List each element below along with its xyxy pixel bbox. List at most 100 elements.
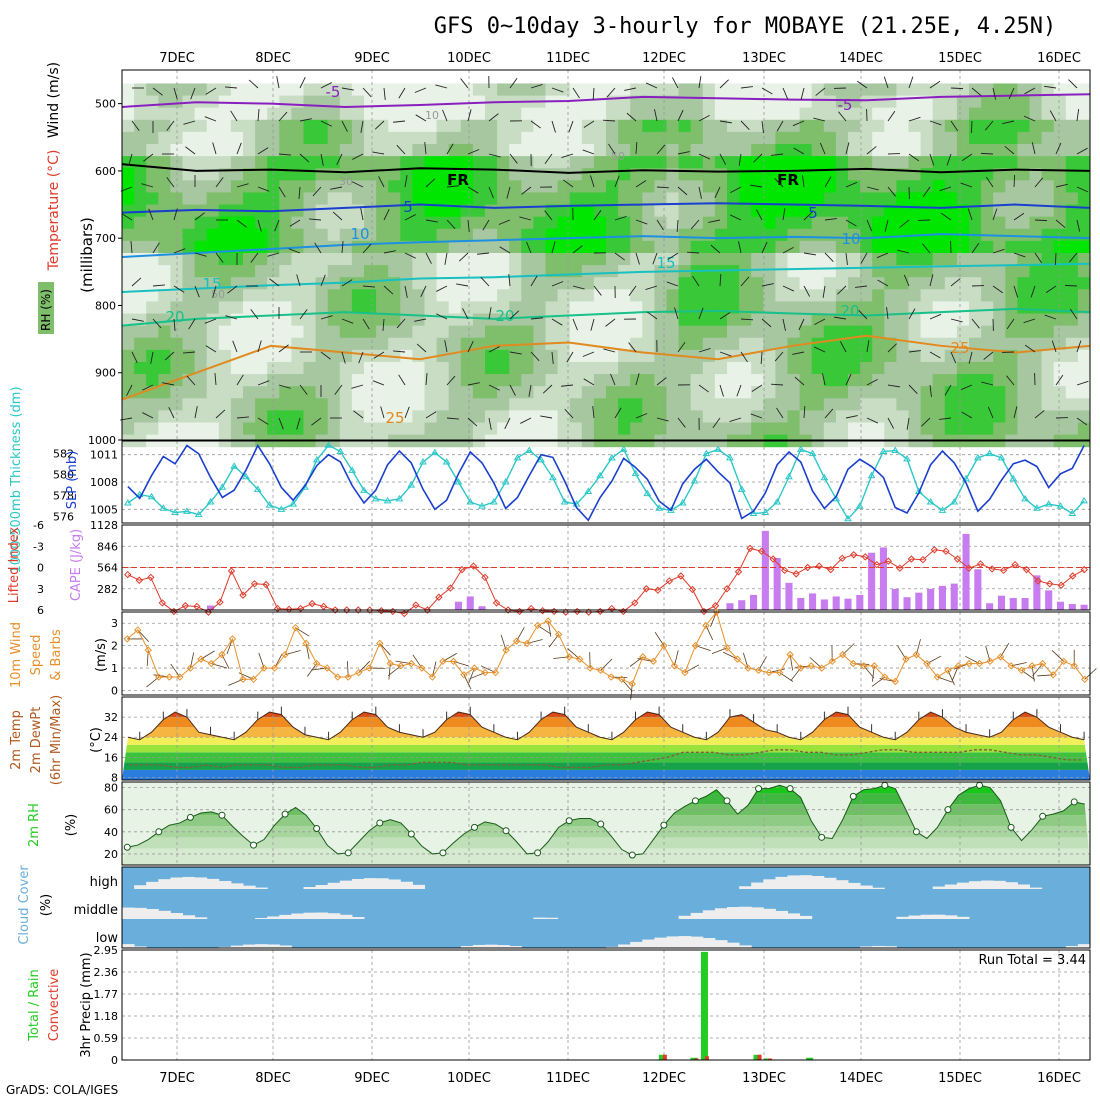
isotherm-line — [121, 233, 1091, 259]
thickness-point — [454, 478, 463, 485]
rh-cell — [606, 119, 619, 133]
rh-cell — [412, 277, 425, 290]
precip-y2label-hidden: Total / Rain Convective — [0, 0, 12, 1]
wind-barb — [774, 178, 784, 188]
wind-barb — [488, 307, 492, 320]
rh-cell — [279, 313, 292, 327]
rh-cell — [448, 301, 462, 315]
li-point — [769, 555, 777, 563]
wind-barb — [645, 285, 658, 290]
rh-cell — [243, 119, 256, 133]
rh-cell — [993, 361, 1006, 375]
rh-cell — [146, 83, 159, 97]
rh-cell — [969, 398, 982, 411]
rh-cell — [255, 131, 268, 145]
rh-cell — [811, 398, 825, 411]
rh-cell — [956, 83, 970, 97]
wind-barb — [906, 417, 910, 430]
rh-cell — [194, 422, 208, 436]
rh-cell — [533, 313, 546, 327]
rh-cell — [376, 289, 389, 302]
wind-barb — [551, 120, 556, 133]
cape-bar — [1080, 604, 1088, 610]
rh-cell — [1065, 156, 1079, 169]
rh-cell — [690, 398, 704, 411]
rh-cell — [509, 325, 522, 339]
rh-point — [628, 851, 636, 859]
rh-cell — [981, 95, 994, 109]
rh-cell — [291, 301, 304, 315]
rh-ylabel: RH (%) — [39, 289, 53, 331]
rh-cell — [860, 156, 873, 169]
rh-cell — [872, 410, 885, 424]
rh-cell — [714, 216, 728, 230]
rh-cell — [666, 422, 680, 436]
rh-cell — [533, 168, 546, 181]
wind-barb — [1076, 147, 1088, 155]
rh-cell — [521, 374, 534, 387]
wind-barb — [614, 175, 620, 188]
rh-cell — [714, 192, 728, 206]
rh-cell — [521, 410, 534, 424]
wind-barb — [686, 251, 700, 254]
wind-speed-point — [155, 673, 163, 681]
li-point — [135, 576, 143, 584]
day-label-top: 11DEC — [546, 51, 590, 66]
rh-cell — [339, 410, 353, 424]
rh-cell — [303, 361, 317, 375]
wind-barb — [504, 417, 511, 429]
rh-cell — [472, 144, 486, 157]
rh-cell — [194, 240, 208, 254]
rh-point — [281, 810, 289, 818]
rh-cell — [533, 289, 546, 302]
rh-cell — [678, 216, 692, 230]
rh-cell — [630, 325, 643, 339]
rh-cell — [993, 349, 1006, 363]
wind-speed-point — [1017, 666, 1026, 675]
day-label-top: 14DEC — [839, 51, 883, 66]
rh-cell — [593, 398, 607, 411]
rh-cell — [243, 95, 256, 109]
rh-cell — [702, 374, 716, 387]
rh-cell — [1065, 422, 1079, 436]
cape-bar — [773, 558, 781, 610]
cloud-cell — [654, 937, 667, 948]
cloud-cell — [182, 915, 196, 919]
rh-cell — [255, 289, 268, 302]
li-point — [827, 565, 835, 574]
rh-cell — [666, 313, 680, 327]
rh-cell — [811, 156, 825, 169]
rh-cell — [751, 83, 764, 97]
rh-cell — [303, 83, 317, 97]
wind-barb — [635, 373, 640, 386]
rh-cell — [327, 252, 341, 266]
wind-barb — [446, 417, 459, 420]
rh-cell — [630, 422, 643, 436]
rh-cell — [932, 192, 946, 206]
rh-cell — [581, 422, 595, 436]
rh-cell — [727, 95, 740, 109]
rh-cell — [291, 131, 304, 145]
rh-cell — [412, 119, 425, 133]
wind-barb — [236, 416, 249, 419]
rh-cell — [376, 386, 389, 399]
rh-cell — [714, 131, 728, 145]
wind-barb — [719, 384, 724, 397]
rh-cell — [642, 313, 655, 327]
li-point — [1022, 565, 1031, 574]
rh-cell — [642, 325, 655, 339]
wind-barb — [866, 146, 877, 155]
wind-barb — [383, 209, 390, 221]
rh-cell — [557, 349, 571, 363]
rh-cell — [351, 131, 365, 145]
rh-cell — [388, 386, 401, 399]
wind-barb — [813, 117, 826, 122]
wind-barb — [372, 151, 385, 155]
rh-cell — [388, 361, 401, 375]
rh-cell — [170, 301, 183, 315]
rh-cell — [472, 156, 486, 169]
rh-cell — [376, 228, 389, 242]
rh-cell — [884, 83, 897, 97]
rh-cell — [206, 252, 220, 266]
wind-speed-point — [502, 646, 510, 654]
